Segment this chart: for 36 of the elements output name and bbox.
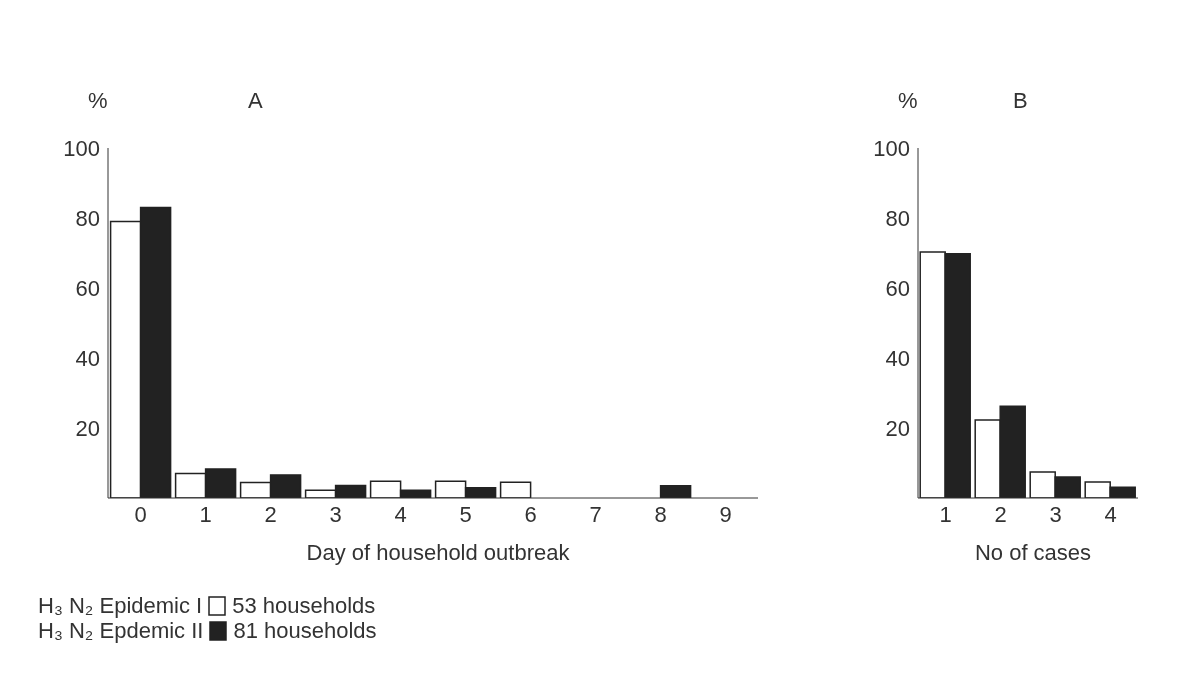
x-axis-title: No of cases: [973, 540, 1093, 566]
y-axis-title: %: [88, 88, 108, 114]
legend-label: H₃ N₂ Epidemic I: [38, 593, 203, 618]
x-axis-title: Day of household outbreak: [305, 540, 571, 566]
x-tick-label: 2: [994, 501, 1007, 527]
x-tick-label: 9: [719, 501, 732, 527]
bar: [499, 481, 532, 498]
chart-title: B: [1013, 88, 1028, 114]
chart-title: A: [248, 88, 263, 114]
bar: [659, 485, 692, 498]
y-tick-label: 40: [885, 345, 910, 371]
y-tick-label: 100: [873, 135, 910, 161]
text: 81 households: [233, 618, 377, 643]
y-tick-label: 60: [75, 275, 100, 301]
legend-label: H₃ N₂ Epdemic II: [38, 618, 204, 643]
y-tick-label: 60: [885, 275, 910, 301]
y-tick-label: 20: [885, 415, 910, 441]
y-tick-label: 100: [63, 135, 100, 161]
x-tick-label: 7: [589, 501, 602, 527]
y-tick-label: 80: [75, 205, 100, 231]
x-tick-label: 8: [654, 501, 667, 527]
y-tick-label: 20: [75, 415, 100, 441]
x-tick-label: 2: [264, 501, 277, 527]
x-tick-label: 4: [394, 501, 407, 527]
x-tick-label: 1: [939, 501, 952, 527]
x-tick-label: 6: [524, 501, 537, 527]
y-tick-label: 40: [75, 345, 100, 371]
text: 53 households: [232, 593, 376, 618]
x-tick-label: 3: [1049, 501, 1062, 527]
x-tick-label: 0: [134, 501, 147, 527]
x-tick-label: 4: [1104, 501, 1117, 527]
x-tick-label: 5: [459, 501, 472, 527]
x-tick-label: 3: [329, 501, 342, 527]
y-tick-label: 80: [885, 205, 910, 231]
x-tick-label: 1: [199, 501, 212, 527]
y-axis-title: %: [898, 88, 918, 114]
